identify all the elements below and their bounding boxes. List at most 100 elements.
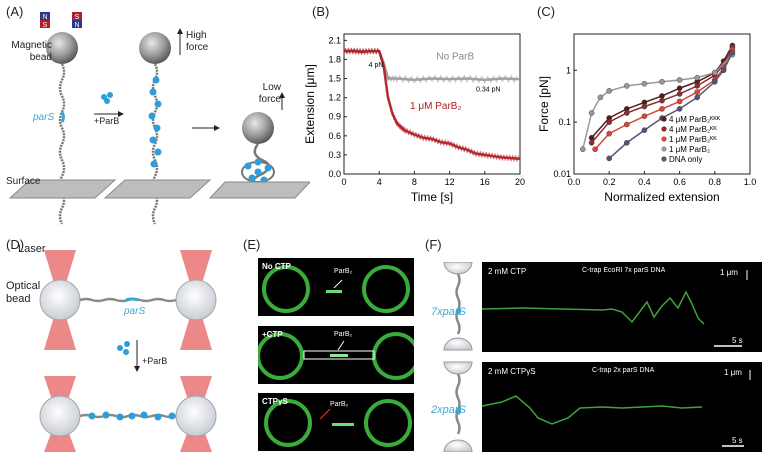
panel-a-illustration: N S S N <box>8 12 310 225</box>
point-c-1-6 <box>694 83 700 89</box>
dna-tether-2 <box>151 63 159 225</box>
panel-d-illustration <box>39 250 217 452</box>
legend-marker-c-1 <box>661 126 667 132</box>
x-tick-label-b-2: 8 <box>412 177 417 187</box>
y-axis-label-c: Force [pN] <box>537 76 551 132</box>
point-c-1-0 <box>588 139 595 146</box>
point-c-0-5 <box>676 85 683 92</box>
y-tick-label-b-7: 2.1 <box>328 35 341 45</box>
dna-tether-1 <box>58 63 66 225</box>
panel-f-label: (F) <box>425 237 442 252</box>
x-tick-label-c-4: 0.8 <box>709 177 722 187</box>
point-c-2-3 <box>641 113 648 120</box>
point-c-4-0 <box>606 155 612 162</box>
surface-label: Surface <box>6 176 41 187</box>
y-tick-label-b-4: 1.2 <box>328 93 341 103</box>
optical-bead-4 <box>175 395 217 437</box>
point-c-3-4 <box>624 83 630 89</box>
y-tick-label-b-5: 1.5 <box>328 74 341 84</box>
parb-label-e1: ParB₂ <box>334 268 353 275</box>
kymo-condition-1: 2 mM CTP <box>488 267 527 276</box>
high-force-label: High force <box>186 30 209 53</box>
y-tick-label-c-0: 0.01 <box>553 169 571 179</box>
micrograph-no-ctp: No CTP ParB₂ <box>258 258 414 316</box>
point-c-3-6 <box>659 78 665 85</box>
panel-a-label: (A) <box>6 4 24 19</box>
y-tick-label-c-1: 0.1 <box>558 117 571 127</box>
kymograph-ctp: 2 mM CTP C-trap EcoRI 7x parS DNA 1 μm 5… <box>482 262 762 352</box>
annotation-034pn: 0.34 pN <box>476 86 501 93</box>
point-c-3-7 <box>676 77 683 83</box>
legend-no-parb: No ParB <box>436 51 474 62</box>
x-axis-label-c: Normalized extension <box>604 190 719 204</box>
x-tick-label-b-1: 4 <box>377 177 382 187</box>
y-tick-label-b-0: 0.0 <box>328 169 341 179</box>
surface-1 <box>8 179 117 199</box>
x-tick-label-b-5: 20 <box>515 177 525 187</box>
side-label-7xpars: 7xparS <box>431 306 466 318</box>
point-c-2-5 <box>676 98 683 105</box>
point-c-3-9 <box>711 69 718 76</box>
point-c-1-1 <box>606 119 612 125</box>
x-tick-label-b-0: 0 <box>341 177 346 187</box>
kymo-title-2: C-trap 2x parS DNA <box>592 367 655 374</box>
side-label-2xpars: 2xparS <box>431 404 466 416</box>
magnet-s-1: S <box>43 22 48 29</box>
x-tick-label-b-4: 16 <box>480 177 490 187</box>
pars-label-d: parS <box>124 306 146 317</box>
series-line-c-2 <box>594 49 734 150</box>
series-noise-b-1 <box>343 48 520 162</box>
kymo-condition-2: 2 mM CTPγS <box>488 367 536 376</box>
legend-label-c-3: 1 μM ParB₂ <box>669 145 710 154</box>
x-tick-label-c-3: 0.6 <box>673 177 686 187</box>
point-c-3-3 <box>606 88 612 94</box>
series-line-c-0 <box>591 45 734 139</box>
kymograph-ctpgs: 2 mM CTPγS C-trap 2x parS DNA 1 μm 5 s <box>482 362 762 452</box>
panel-d-label: (D) <box>6 237 25 252</box>
point-c-1-2 <box>624 110 630 116</box>
y-axis-label-b: Extension [μm] <box>303 64 317 144</box>
point-c-4-6 <box>711 78 718 85</box>
condition-plus-ctp: +CTP <box>262 330 283 339</box>
y-tick-label-b-1: 0.3 <box>328 150 341 160</box>
x-tick-label-c-0: 0.0 <box>568 177 581 187</box>
point-c-4-4 <box>676 106 683 112</box>
point-c-2-1 <box>606 130 612 137</box>
panel-c-chart: 0.0 0.2 0.4 0.6 0.8 1.0 0.01 0.1 1 Normalized ext… <box>537 33 757 204</box>
point-c-2-0 <box>592 146 598 153</box>
x-tick-label-c-5: 1.0 <box>744 177 757 187</box>
parb-proteins-d <box>88 411 176 421</box>
parb-label-e2: ParB₂ <box>334 331 353 338</box>
y-tick-label-c-2: 1 <box>566 65 571 75</box>
plot-frame-c <box>573 33 751 175</box>
point-c-3-8 <box>694 74 700 81</box>
point-c-3-1 <box>588 110 595 116</box>
magnet-n-2: N <box>74 22 79 29</box>
parb-proteins-2 <box>148 76 162 168</box>
x-tick-label-b-3: 12 <box>445 177 455 187</box>
point-c-1-5 <box>676 91 683 97</box>
magnet-s-2: S <box>75 14 80 21</box>
magnet-n-1: N <box>42 14 47 21</box>
legend-label-c-0: 4 μM ParB₂ᴷᴷᴷ <box>669 115 721 124</box>
point-c-4-1 <box>624 139 630 146</box>
legend-marker-c-0 <box>661 116 667 122</box>
magnetic-bead-1 <box>46 32 78 64</box>
legend-marker-c-3 <box>661 146 667 152</box>
magnetic-bead-3 <box>242 112 274 144</box>
optical-bead-1 <box>39 279 81 321</box>
series-line-c-1 <box>591 46 734 144</box>
x-tick-label-c-2: 0.4 <box>638 177 651 187</box>
point-c-1-3 <box>641 103 648 110</box>
point-c-1-4 <box>659 97 665 104</box>
y-tick-label-b-6: 1.8 <box>328 54 341 64</box>
laser-label: Laser <box>18 243 46 255</box>
legend-label-c-2: 1 μM ParB₂ᴷᴷ <box>669 135 717 144</box>
point-c-4-8 <box>729 49 736 56</box>
kymo-scale-x-1: 5 s <box>732 336 743 345</box>
panel-b-chart: 0 4 8 12 16 20 0.0 0.3 0.6 0.9 1.2 1.5 1.8 2.1 Time [s… <box>303 33 525 204</box>
pars-label-a: parS <box>33 112 55 123</box>
parb-label-e3: ParB₂ <box>330 401 349 408</box>
point-c-4-7 <box>720 67 727 74</box>
low-force-label: Low force <box>258 82 281 105</box>
